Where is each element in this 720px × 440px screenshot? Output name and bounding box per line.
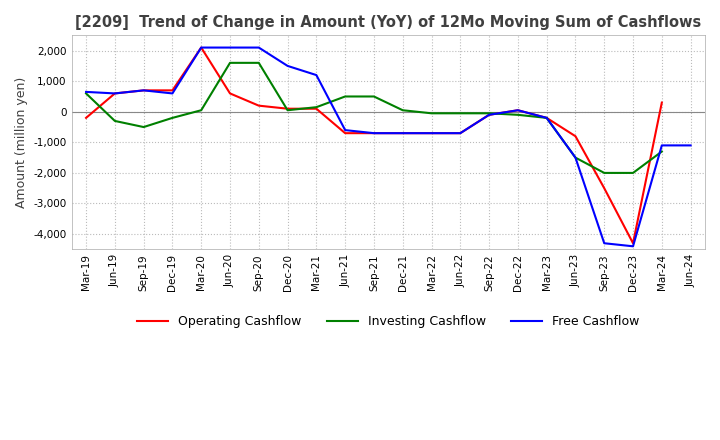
Operating Cashflow	[542, 115, 551, 121]
Operating Cashflow	[427, 131, 436, 136]
Operating Cashflow	[657, 100, 666, 105]
Free Cashflow	[225, 45, 234, 50]
Free Cashflow	[283, 63, 292, 69]
Investing Cashflow	[111, 118, 120, 124]
Title: [2209]  Trend of Change in Amount (YoY) of 12Mo Moving Sum of Cashflows: [2209] Trend of Change in Amount (YoY) o…	[75, 15, 701, 30]
Free Cashflow	[456, 131, 464, 136]
Investing Cashflow	[657, 149, 666, 154]
Free Cashflow	[542, 115, 551, 121]
Investing Cashflow	[542, 115, 551, 121]
Investing Cashflow	[571, 155, 580, 160]
Line: Operating Cashflow: Operating Cashflow	[86, 48, 662, 243]
Free Cashflow	[513, 108, 522, 113]
Free Cashflow	[427, 131, 436, 136]
Free Cashflow	[197, 45, 205, 50]
Operating Cashflow	[197, 45, 205, 50]
Operating Cashflow	[629, 241, 637, 246]
Investing Cashflow	[629, 170, 637, 176]
Operating Cashflow	[398, 131, 407, 136]
Investing Cashflow	[341, 94, 349, 99]
Investing Cashflow	[197, 108, 205, 113]
Free Cashflow	[629, 244, 637, 249]
Free Cashflow	[600, 241, 608, 246]
Investing Cashflow	[312, 105, 320, 110]
Free Cashflow	[111, 91, 120, 96]
Investing Cashflow	[225, 60, 234, 66]
Free Cashflow	[341, 128, 349, 133]
Operating Cashflow	[341, 131, 349, 136]
Free Cashflow	[168, 91, 176, 96]
Operating Cashflow	[312, 106, 320, 111]
Investing Cashflow	[513, 112, 522, 117]
Line: Investing Cashflow: Investing Cashflow	[86, 63, 662, 173]
Investing Cashflow	[398, 108, 407, 113]
Investing Cashflow	[456, 110, 464, 116]
Investing Cashflow	[82, 91, 91, 96]
Investing Cashflow	[485, 110, 493, 116]
Free Cashflow	[485, 112, 493, 117]
Operating Cashflow	[456, 131, 464, 136]
Investing Cashflow	[254, 60, 263, 66]
Legend: Operating Cashflow, Investing Cashflow, Free Cashflow: Operating Cashflow, Investing Cashflow, …	[132, 310, 644, 333]
Free Cashflow	[686, 143, 695, 148]
Operating Cashflow	[283, 106, 292, 111]
Investing Cashflow	[168, 115, 176, 121]
Free Cashflow	[571, 155, 580, 160]
Investing Cashflow	[427, 110, 436, 116]
Operating Cashflow	[82, 115, 91, 121]
Operating Cashflow	[571, 134, 580, 139]
Y-axis label: Amount (million yen): Amount (million yen)	[15, 77, 28, 208]
Operating Cashflow	[513, 108, 522, 113]
Investing Cashflow	[139, 125, 148, 130]
Free Cashflow	[369, 131, 378, 136]
Free Cashflow	[254, 45, 263, 50]
Operating Cashflow	[225, 91, 234, 96]
Free Cashflow	[398, 131, 407, 136]
Operating Cashflow	[369, 131, 378, 136]
Operating Cashflow	[485, 112, 493, 117]
Operating Cashflow	[168, 88, 176, 93]
Investing Cashflow	[283, 108, 292, 113]
Investing Cashflow	[369, 94, 378, 99]
Free Cashflow	[82, 89, 91, 95]
Investing Cashflow	[600, 170, 608, 176]
Free Cashflow	[657, 143, 666, 148]
Operating Cashflow	[600, 186, 608, 191]
Operating Cashflow	[254, 103, 263, 108]
Line: Free Cashflow: Free Cashflow	[86, 48, 690, 246]
Operating Cashflow	[139, 88, 148, 93]
Operating Cashflow	[111, 91, 120, 96]
Free Cashflow	[312, 73, 320, 78]
Free Cashflow	[139, 88, 148, 93]
